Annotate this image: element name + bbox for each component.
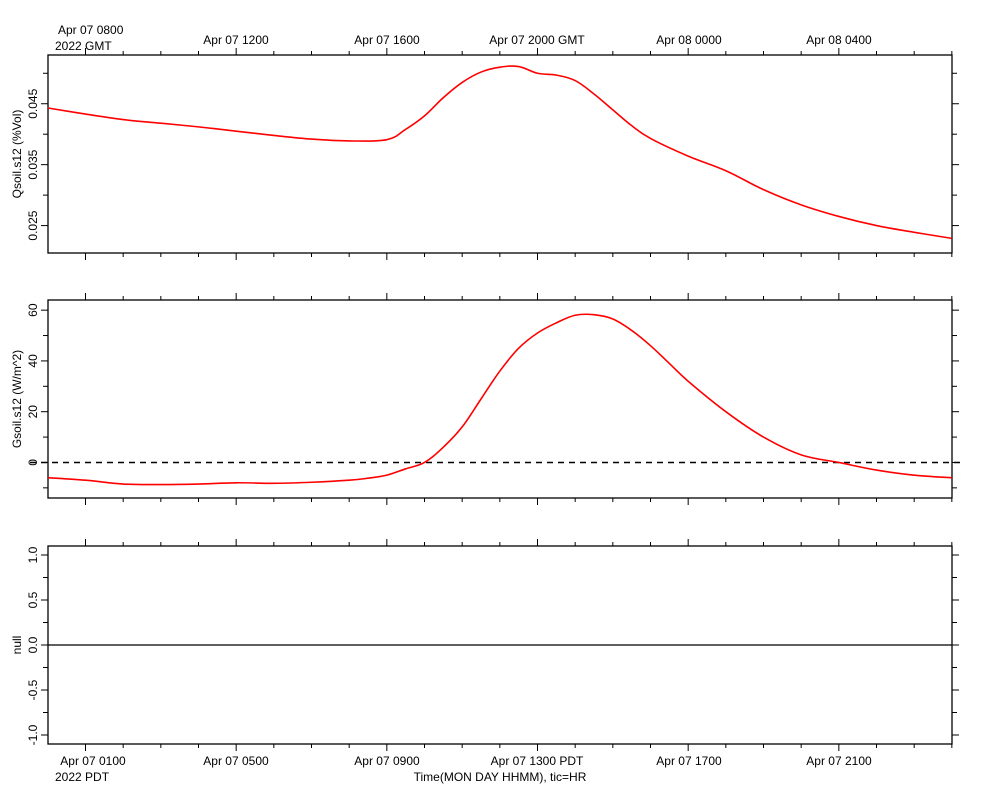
bottom-time-axis-labels: Apr 07 0100 Apr 07 0500 Apr 07 0900 Apr … <box>55 754 872 784</box>
top-axis-label: Apr 08 0400 <box>806 33 872 47</box>
bottom-axis-label: Apr 07 2100 <box>806 754 872 768</box>
x-axis-title: Time(MON DAY HHMM), tic=HR <box>414 770 587 784</box>
bottom-axis-label: Apr 07 0100 <box>60 754 126 768</box>
y-tick-label: 60 <box>26 303 40 317</box>
series-line <box>47 313 952 486</box>
y-tick-label: 40 <box>26 354 40 368</box>
panel-1-ylabel: Qsoil.s12 (%Vol) <box>10 110 24 199</box>
panel-2-frame <box>47 299 953 499</box>
top-axis-year-label: 2022 GMT <box>55 39 112 53</box>
top-axis-first-label: Apr 07 0800 <box>58 23 124 37</box>
axis-ticks <box>41 48 959 751</box>
bottom-axis-year-label: 2022 PDT <box>55 770 110 784</box>
y-tick-label: 0.0 <box>26 636 40 653</box>
top-axis-label: Apr 08 0000 <box>656 33 722 47</box>
panel-3-ylabel: null <box>10 636 24 655</box>
top-axis-label: Apr 07 2000 GMT <box>489 33 585 47</box>
top-time-axis-labels: Apr 07 0800 2022 GMT Apr 07 1200 Apr 07 … <box>55 23 872 53</box>
y-tick-label: 0.035 <box>26 149 40 179</box>
data-lines <box>30 65 962 646</box>
bottom-axis-label: Apr 07 1700 <box>656 754 722 768</box>
bottom-axis-label: Apr 07 1300 PDT <box>491 754 584 768</box>
bottom-axis-label: Apr 07 0500 <box>203 754 269 768</box>
y-tick-label: 20 <box>26 405 40 419</box>
panel-1-frame <box>47 54 953 254</box>
series-line <box>47 65 952 240</box>
top-axis-label: Apr 07 1600 <box>354 33 420 47</box>
bottom-axis-label: Apr 07 0900 <box>354 754 420 768</box>
y-tick-label: 0.025 <box>26 210 40 240</box>
y-tick-label: 0.045 <box>26 88 40 118</box>
y-tick-label: 0.5 <box>26 591 40 608</box>
top-axis-label: Apr 07 1200 <box>203 33 269 47</box>
y-tick-label: -1.0 <box>26 724 40 745</box>
y-tick-label: 1.0 <box>26 546 40 563</box>
y-tick-label: -0.5 <box>26 679 40 700</box>
panel-2-ylabel: Gsoil.s12 (W/m^2) <box>10 350 24 448</box>
